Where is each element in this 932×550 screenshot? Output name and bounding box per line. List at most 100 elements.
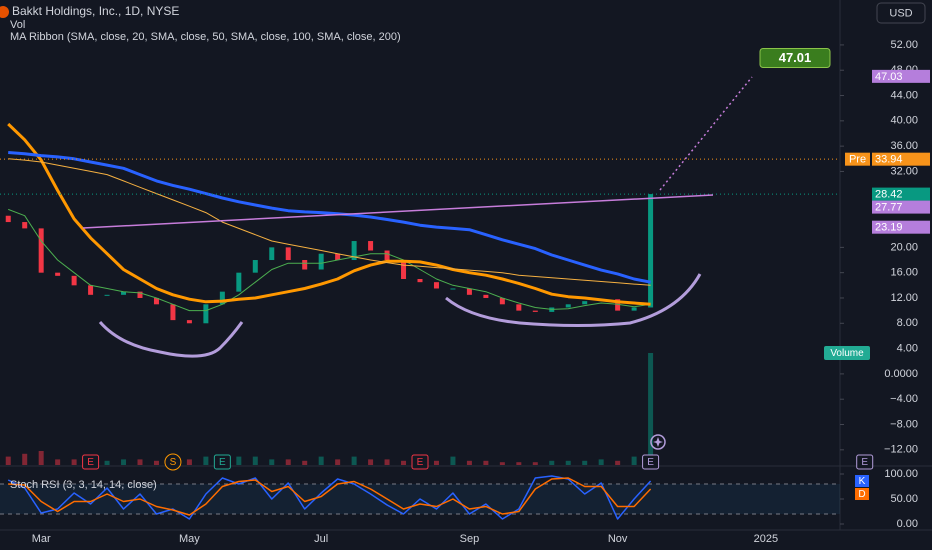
star-icon: [653, 437, 663, 447]
volume-bar: [104, 460, 110, 465]
y-tick-label: 36.00: [890, 140, 918, 152]
event-label: S: [170, 457, 177, 468]
event-label: E: [87, 457, 94, 468]
volume-bar: [153, 460, 159, 465]
candle: [417, 279, 423, 283]
y-tick-label: −8.00: [890, 418, 918, 430]
target-box: [759, 47, 831, 68]
legend-box: [855, 488, 869, 500]
y-tick-label: −4.00: [890, 393, 918, 405]
cup-drawing: [98, 321, 244, 358]
y-tick-label: 50.00: [890, 493, 918, 505]
volume-bar: [450, 456, 456, 465]
line: [8, 208, 651, 312]
candle: [565, 304, 571, 308]
volume-bar: [186, 459, 192, 465]
y-tick-label: 40.00: [890, 115, 918, 127]
candle: [269, 247, 275, 261]
candle: [466, 288, 472, 295]
candle: [153, 297, 159, 305]
x-tick-label: Nov: [608, 533, 628, 545]
candle: [483, 294, 489, 298]
x-tick-label: Jul: [314, 533, 328, 545]
volume-bar: [121, 459, 127, 465]
candle: [170, 304, 176, 321]
price-label-box: [872, 187, 930, 201]
volume-bar: [5, 456, 11, 465]
event-icon: [213, 454, 231, 470]
candle: [203, 304, 209, 324]
price-tag-box: [845, 152, 870, 166]
volume-bar: [499, 462, 505, 465]
candle: [384, 250, 390, 261]
y-tick-label: 20.00: [890, 241, 918, 253]
trend-line: [82, 194, 714, 229]
candle: [582, 301, 588, 305]
price-label-box: [872, 152, 930, 166]
price-label: 27.77: [875, 202, 903, 214]
symbol-title: Bakkt Holdings, Inc., 1D, NYSE: [12, 4, 179, 18]
volume-bar: [285, 459, 291, 465]
event-label: E: [417, 457, 424, 468]
candle: [450, 288, 456, 290]
star-icon[interactable]: [650, 434, 666, 450]
volume-bar: [302, 460, 308, 465]
legend-label: D: [858, 489, 865, 500]
y-tick-label: 16.00: [890, 267, 918, 279]
candle: [104, 294, 110, 296]
volume-bar: [384, 459, 390, 465]
volume-bar: [71, 459, 77, 465]
indicator-label: Stoch RSI (3, 3, 14, 14, close): [10, 479, 157, 491]
volume-bar: [549, 460, 555, 465]
candle: [499, 297, 505, 305]
candle: [55, 272, 61, 276]
candle: [186, 320, 192, 324]
volume-bar: [368, 459, 374, 465]
volume-bar: [433, 460, 439, 465]
y-tick-label: 44.00: [890, 89, 918, 101]
volume-label: Volume: [830, 348, 864, 359]
event-icon: [82, 454, 100, 470]
volume-bar: [401, 460, 407, 465]
candle: [5, 215, 11, 223]
candle: [137, 291, 143, 298]
candle: [401, 260, 407, 279]
price-label: 47.03: [875, 71, 903, 83]
candle: [631, 307, 637, 311]
volume-bar: [516, 462, 522, 465]
candle: [285, 247, 291, 261]
event-label: E: [647, 457, 654, 468]
y-tick-label: 52.00: [890, 39, 918, 51]
price-label: 33.94: [875, 154, 903, 166]
line: [8, 158, 651, 286]
volume-bar: [615, 460, 621, 465]
legend-label: K: [859, 476, 866, 487]
volume-bar: [55, 459, 61, 465]
x-tick-label: Mar: [32, 533, 51, 545]
price-label-box: [872, 69, 930, 83]
volume-label-box: [824, 346, 870, 360]
candle: [335, 253, 341, 261]
line: [8, 151, 651, 284]
volume-bar: [351, 456, 357, 465]
event-label: E: [861, 457, 868, 468]
volume-bar: [203, 456, 209, 465]
line: [7, 122, 651, 306]
candle: [433, 282, 439, 289]
volume-bar: [648, 353, 654, 465]
indicator-label: MA Ribbon (SMA, close, 20, SMA, close, 5…: [10, 31, 401, 43]
candle: [121, 291, 127, 295]
volume-bar: [335, 459, 341, 465]
candle: [318, 253, 324, 270]
currency-button[interactable]: [876, 2, 926, 24]
event-label: E: [219, 457, 226, 468]
y-tick-label: 4.00: [897, 342, 918, 354]
candle: [252, 260, 258, 273]
volume-bar: [318, 456, 324, 465]
logo: [0, 6, 9, 18]
indicator-label: Vol: [10, 19, 25, 31]
volume-bar: [565, 460, 571, 465]
y-tick-label: 12.00: [890, 292, 918, 304]
